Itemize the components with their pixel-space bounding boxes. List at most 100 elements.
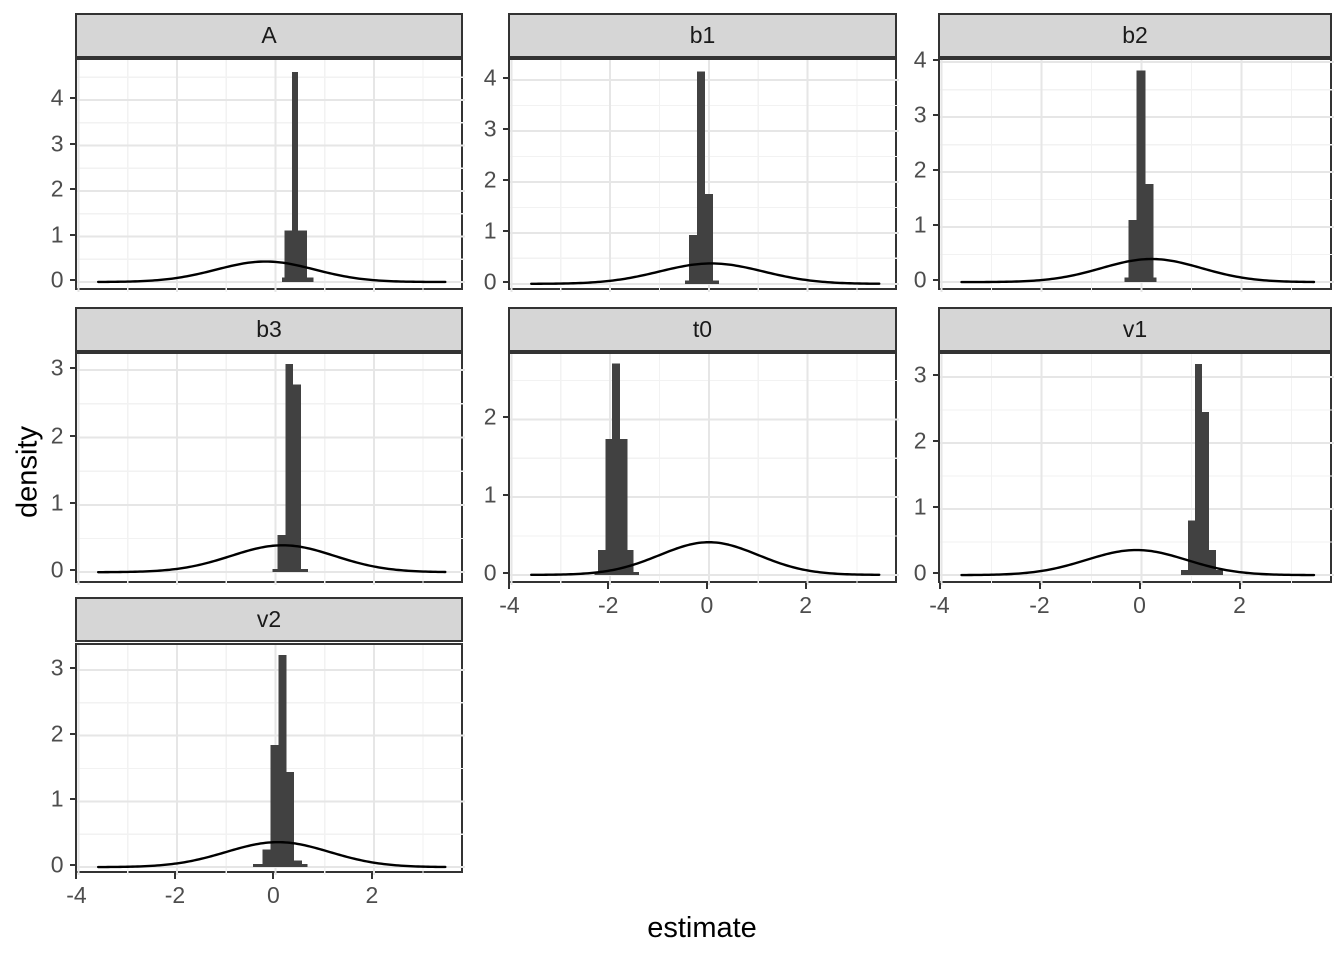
y-tick-label: 2 bbox=[483, 166, 497, 193]
density-curve bbox=[530, 541, 881, 577]
density-curve bbox=[960, 548, 1316, 577]
y-tick-mark bbox=[69, 501, 75, 504]
facet-strip-label-b1: b1 bbox=[689, 22, 716, 48]
y-tick-mark bbox=[932, 572, 938, 575]
facet-strip-b3: b3 bbox=[75, 307, 463, 352]
x-tick-label: -4 bbox=[929, 591, 950, 618]
facet-panel-A bbox=[75, 58, 465, 292]
y-tick-mark bbox=[932, 374, 938, 377]
histogram-bar bbox=[293, 384, 302, 573]
y-tick-label: 2 bbox=[913, 156, 927, 183]
y-tick-label: 2 bbox=[50, 422, 64, 448]
y-tick-mark bbox=[69, 864, 75, 867]
y-tick-mark bbox=[932, 279, 938, 282]
x-tick-mark bbox=[370, 873, 373, 879]
y-tick-mark bbox=[932, 506, 938, 509]
panel-canvas-b2 bbox=[940, 60, 1334, 292]
histogram-bar bbox=[1195, 363, 1202, 576]
x-tick-mark bbox=[173, 873, 176, 879]
facet-panel-b3 bbox=[75, 352, 465, 585]
y-tick-label: 1 bbox=[50, 489, 64, 516]
y-tick-mark bbox=[502, 76, 508, 79]
y-tick-mark bbox=[69, 732, 75, 735]
y-tick-mark bbox=[502, 127, 508, 130]
y-tick-label: 3 bbox=[50, 654, 64, 681]
y-tick-label: 0 bbox=[483, 559, 497, 586]
histogram-bar bbox=[1128, 219, 1137, 283]
y-tick-label: 3 bbox=[913, 101, 927, 128]
density-curve bbox=[96, 544, 447, 574]
y-tick-label: 1 bbox=[50, 221, 64, 247]
y-tick-mark bbox=[502, 229, 508, 232]
histogram-bar bbox=[270, 744, 279, 868]
y-tick-label: 3 bbox=[483, 115, 497, 142]
y-tick-mark bbox=[69, 569, 75, 572]
y-tick-label: 4 bbox=[913, 46, 927, 73]
histogram-bar bbox=[1136, 70, 1146, 283]
x-tick-label: 0 bbox=[700, 591, 714, 618]
facet-strip-label-b3: b3 bbox=[256, 316, 282, 342]
histogram-bar bbox=[1202, 412, 1209, 576]
facet-strip-label-v1: v1 bbox=[1122, 316, 1148, 342]
y-tick-label: 1 bbox=[913, 211, 927, 238]
histogram-bar bbox=[1188, 520, 1195, 576]
x-tick-label: -2 bbox=[597, 591, 619, 618]
y-tick-mark bbox=[932, 224, 938, 227]
x-tick-label: 2 bbox=[365, 881, 379, 908]
facet-strip-v2: v2 bbox=[75, 597, 463, 642]
y-tick-label: 1 bbox=[483, 481, 497, 508]
x-tick-label: -4 bbox=[66, 881, 87, 908]
x-tick-label: 2 bbox=[1233, 591, 1246, 618]
facet-strip-b2: b2 bbox=[938, 13, 1332, 58]
facet-strip-A: A bbox=[75, 13, 463, 58]
y-tick-mark bbox=[502, 178, 508, 181]
panel-canvas-v2 bbox=[77, 645, 465, 875]
histogram-bar bbox=[1145, 184, 1154, 283]
y-tick-mark bbox=[69, 233, 75, 236]
histogram-bar bbox=[278, 654, 287, 868]
y-tick-mark bbox=[932, 169, 938, 172]
panel-canvas-A bbox=[77, 60, 465, 292]
facet-strip-v1: v1 bbox=[938, 307, 1332, 352]
histogram-bar bbox=[689, 234, 698, 284]
y-tick-label: 0 bbox=[50, 556, 64, 583]
y-tick-mark bbox=[69, 367, 75, 370]
y-tick-mark bbox=[69, 142, 75, 145]
histogram-bar bbox=[612, 363, 621, 575]
histogram-bar bbox=[285, 364, 294, 573]
y-tick-label: 1 bbox=[913, 493, 927, 520]
y-tick-mark bbox=[69, 278, 75, 281]
x-tick-mark bbox=[1238, 583, 1241, 589]
x-tick-mark bbox=[75, 873, 78, 879]
y-tick-mark bbox=[932, 114, 938, 117]
x-tick-mark bbox=[1038, 583, 1041, 589]
y-tick-label: 2 bbox=[483, 403, 497, 430]
y-tick-mark bbox=[502, 494, 508, 497]
x-tick-label: 2 bbox=[799, 591, 813, 618]
y-tick-mark bbox=[69, 434, 75, 437]
x-tick-mark bbox=[508, 583, 511, 589]
facet-panel-v2 bbox=[75, 643, 465, 875]
y-axis-title: density bbox=[11, 426, 44, 518]
x-tick-label: -2 bbox=[1029, 591, 1050, 618]
y-tick-label: 2 bbox=[913, 427, 927, 454]
facet-strip-label-t0: t0 bbox=[692, 316, 713, 342]
y-tick-label: 0 bbox=[913, 559, 927, 586]
y-tick-label: 3 bbox=[913, 361, 927, 388]
x-tick-label: 0 bbox=[267, 881, 280, 908]
y-tick-mark bbox=[69, 188, 75, 190]
facet-strip-t0: t0 bbox=[508, 307, 897, 352]
y-tick-label: 0 bbox=[913, 266, 927, 293]
density-curve bbox=[960, 257, 1316, 284]
y-tick-label: 1 bbox=[50, 785, 64, 812]
histogram-bar bbox=[1209, 550, 1216, 576]
y-tick-mark bbox=[932, 59, 938, 62]
histogram-bar bbox=[286, 771, 295, 868]
facet-strip-label-b2: b2 bbox=[1122, 22, 1148, 48]
x-tick-mark bbox=[705, 583, 708, 589]
density-curve bbox=[96, 260, 447, 284]
y-tick-label: 0 bbox=[50, 851, 64, 878]
panel-canvas-b1 bbox=[510, 60, 899, 292]
x-tick-mark bbox=[938, 583, 941, 589]
x-tick-label: 0 bbox=[1133, 591, 1146, 618]
